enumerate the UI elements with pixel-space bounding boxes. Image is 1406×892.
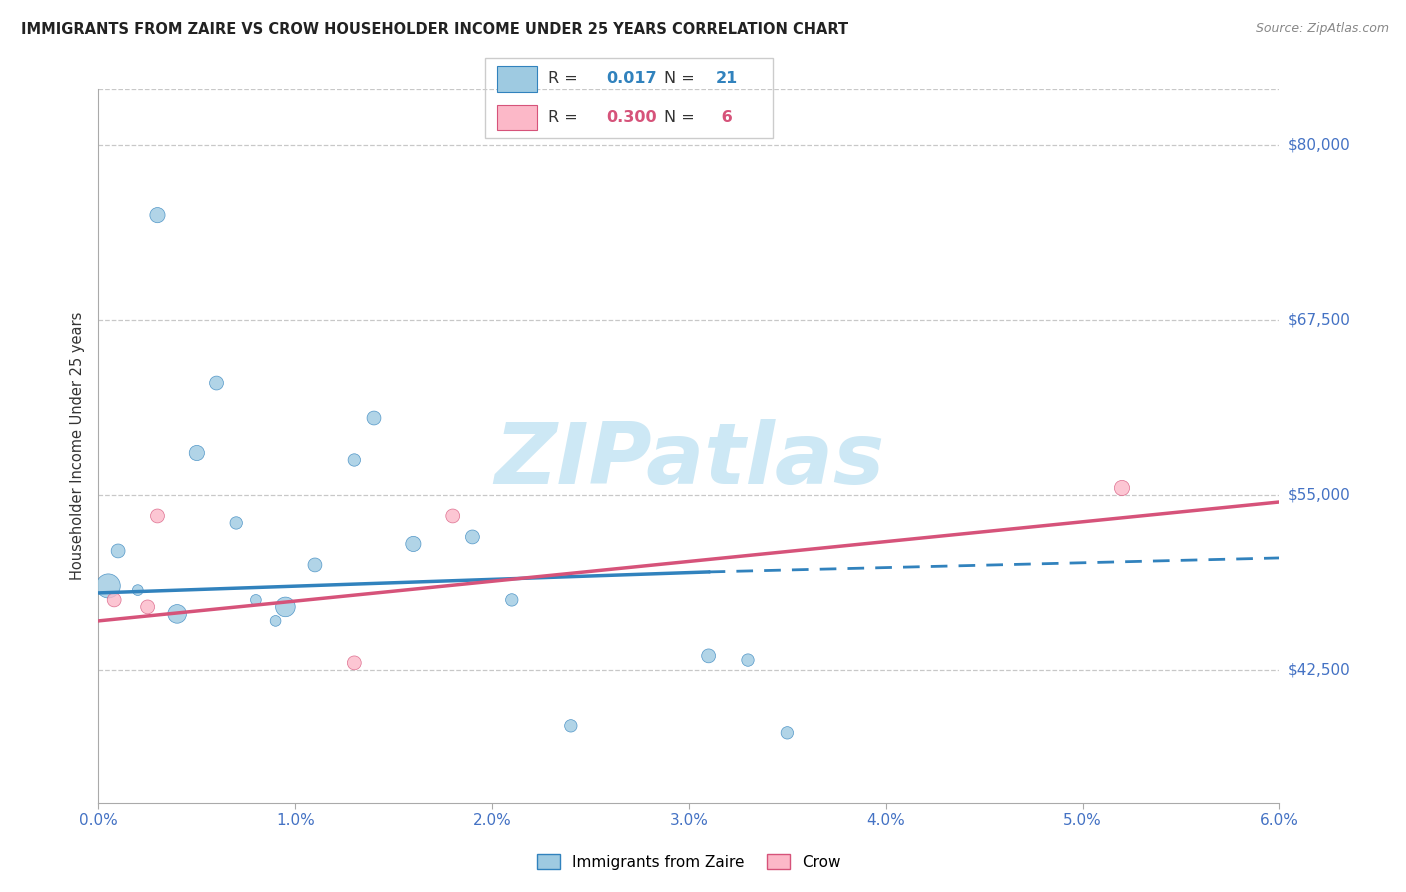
Text: R =: R = bbox=[548, 71, 583, 87]
Text: IMMIGRANTS FROM ZAIRE VS CROW HOUSEHOLDER INCOME UNDER 25 YEARS CORRELATION CHAR: IMMIGRANTS FROM ZAIRE VS CROW HOUSEHOLDE… bbox=[21, 22, 848, 37]
Point bbox=[245, 593, 267, 607]
Text: R =: R = bbox=[548, 110, 583, 125]
Point bbox=[560, 719, 582, 733]
Point bbox=[146, 208, 169, 222]
Point bbox=[402, 537, 425, 551]
Text: 6: 6 bbox=[716, 110, 733, 125]
Point bbox=[737, 653, 759, 667]
Point bbox=[697, 648, 720, 663]
Point bbox=[225, 516, 247, 530]
Point bbox=[146, 508, 169, 523]
Point bbox=[205, 376, 228, 390]
Text: $67,500: $67,500 bbox=[1288, 312, 1351, 327]
Text: ZIPatlas: ZIPatlas bbox=[494, 418, 884, 502]
Text: $42,500: $42,500 bbox=[1288, 663, 1351, 677]
Text: N =: N = bbox=[664, 110, 700, 125]
Point bbox=[127, 583, 149, 598]
Point bbox=[501, 593, 523, 607]
Point bbox=[103, 593, 125, 607]
Point bbox=[136, 599, 159, 614]
Text: Source: ZipAtlas.com: Source: ZipAtlas.com bbox=[1256, 22, 1389, 36]
Point bbox=[363, 411, 385, 425]
Point bbox=[343, 656, 366, 670]
Point bbox=[166, 607, 188, 621]
Point bbox=[274, 599, 297, 614]
Text: $55,000: $55,000 bbox=[1288, 487, 1351, 502]
Point bbox=[107, 544, 129, 558]
Point bbox=[97, 579, 120, 593]
Point bbox=[1111, 481, 1133, 495]
Point bbox=[186, 446, 208, 460]
Bar bbox=[496, 66, 537, 92]
Y-axis label: Householder Income Under 25 years: Householder Income Under 25 years bbox=[70, 312, 86, 580]
Point bbox=[441, 508, 464, 523]
Point bbox=[304, 558, 326, 572]
Text: 0.017: 0.017 bbox=[606, 71, 657, 87]
Text: $80,000: $80,000 bbox=[1288, 137, 1351, 153]
Bar bbox=[496, 104, 537, 130]
Text: 21: 21 bbox=[716, 71, 738, 87]
Legend: Immigrants from Zaire, Crow: Immigrants from Zaire, Crow bbox=[529, 846, 849, 877]
Text: 0.300: 0.300 bbox=[606, 110, 657, 125]
Point bbox=[264, 614, 287, 628]
Point bbox=[461, 530, 484, 544]
Text: N =: N = bbox=[664, 71, 700, 87]
Point bbox=[343, 453, 366, 467]
Point bbox=[776, 726, 799, 740]
